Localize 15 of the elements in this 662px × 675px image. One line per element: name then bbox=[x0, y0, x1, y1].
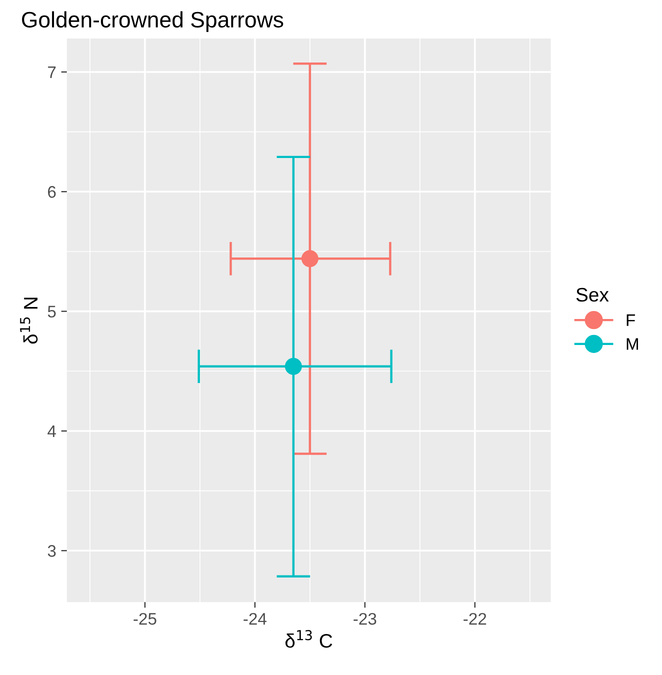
x-tick-label: -25 bbox=[134, 612, 156, 625]
x-tick-label: -22 bbox=[464, 612, 486, 625]
chart-title: Golden-crowned Sparrows bbox=[22, 11, 284, 32]
x-axis-title: δ$^{13}$ C bbox=[285, 630, 332, 648]
y-tick-label: 6 bbox=[48, 186, 56, 198]
y-tick-label: 4 bbox=[48, 426, 56, 438]
x-tick-label: -23 bbox=[354, 612, 376, 625]
y-tick-label: 5 bbox=[48, 306, 56, 318]
legend-title: Sex bbox=[576, 288, 609, 302]
x-tick-label: -24 bbox=[244, 612, 266, 625]
y-tick-label: 3 bbox=[48, 545, 56, 557]
legend-label: F bbox=[626, 314, 635, 326]
y-tick-label: 7 bbox=[48, 66, 56, 78]
legend-label: M bbox=[626, 338, 638, 350]
y-axis-title: δ$^{15}$ N bbox=[20, 298, 38, 344]
